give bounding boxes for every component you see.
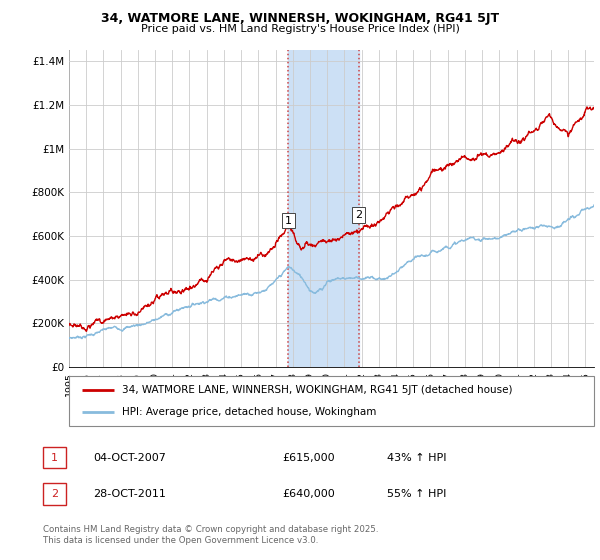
Bar <box>289 50 359 367</box>
Text: 34, WATMORE LANE, WINNERSH, WOKINGHAM, RG41 5JT (detached house): 34, WATMORE LANE, WINNERSH, WOKINGHAM, R… <box>121 385 512 395</box>
Text: HPI: Average price, detached house, Wokingham: HPI: Average price, detached house, Woki… <box>121 407 376 417</box>
Text: 04-OCT-2007: 04-OCT-2007 <box>93 452 166 463</box>
Text: 2: 2 <box>51 489 58 499</box>
Text: 1: 1 <box>51 452 58 463</box>
Text: Contains HM Land Registry data © Crown copyright and database right 2025.
This d: Contains HM Land Registry data © Crown c… <box>43 525 379 545</box>
Text: 2: 2 <box>355 210 362 220</box>
Text: 28-OCT-2011: 28-OCT-2011 <box>93 489 166 499</box>
Text: £640,000: £640,000 <box>282 489 335 499</box>
Text: £615,000: £615,000 <box>282 452 335 463</box>
Text: 43% ↑ HPI: 43% ↑ HPI <box>387 452 446 463</box>
Text: 34, WATMORE LANE, WINNERSH, WOKINGHAM, RG41 5JT: 34, WATMORE LANE, WINNERSH, WOKINGHAM, R… <box>101 12 499 25</box>
Text: 55% ↑ HPI: 55% ↑ HPI <box>387 489 446 499</box>
Text: Price paid vs. HM Land Registry's House Price Index (HPI): Price paid vs. HM Land Registry's House … <box>140 24 460 34</box>
Text: 1: 1 <box>285 216 292 226</box>
